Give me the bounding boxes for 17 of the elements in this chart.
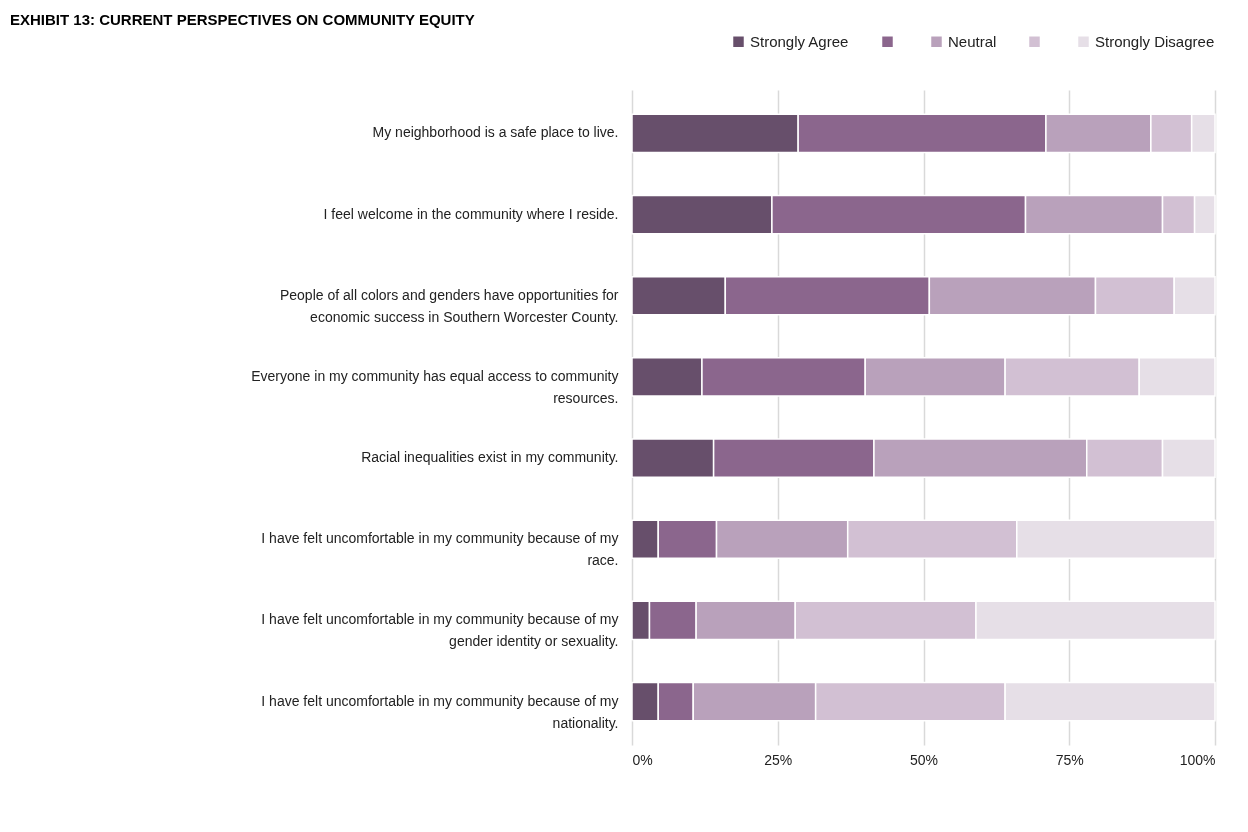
y-tick-label: Racial inequalities exist in my community.: [361, 449, 619, 466]
legend-label: Strongly Disagree: [1095, 32, 1215, 50]
y-tick-label: I have felt uncomfortable in my community because of my race.: [261, 530, 619, 569]
y-tick-label: Everyone in my community has equal access to community resources.: [251, 367, 619, 406]
y-tick-label: I have felt uncomfortable in my community because of my gender identity or sexuality.: [261, 611, 619, 650]
x-tick-label: 75%: [1055, 751, 1084, 768]
y-tick-label: I have felt uncomfortable in my community because of my nationality.: [261, 692, 619, 731]
text: EXHIBIT 13: CURRENT PERSPECTIVES ON COMMUNITY EQUITY: [10, 11, 475, 28]
x-tick-label: 0%: [632, 751, 653, 768]
legend-label: Neutral: [948, 32, 997, 50]
x-tick-label: 100%: [1179, 751, 1216, 768]
legend-label: Strongly Agree: [750, 32, 849, 50]
y-tick-label: My neighborhood is a safe place to live.: [372, 124, 619, 141]
x-tick-label: 25%: [764, 751, 793, 768]
y-tick-label: I feel welcome in the community where I reside.: [323, 205, 619, 222]
y-tick-label: People of all colors and genders have opportunities for economic success in Southern Worcester County.: [279, 286, 619, 325]
x-tick-label: 50%: [909, 751, 939, 768]
